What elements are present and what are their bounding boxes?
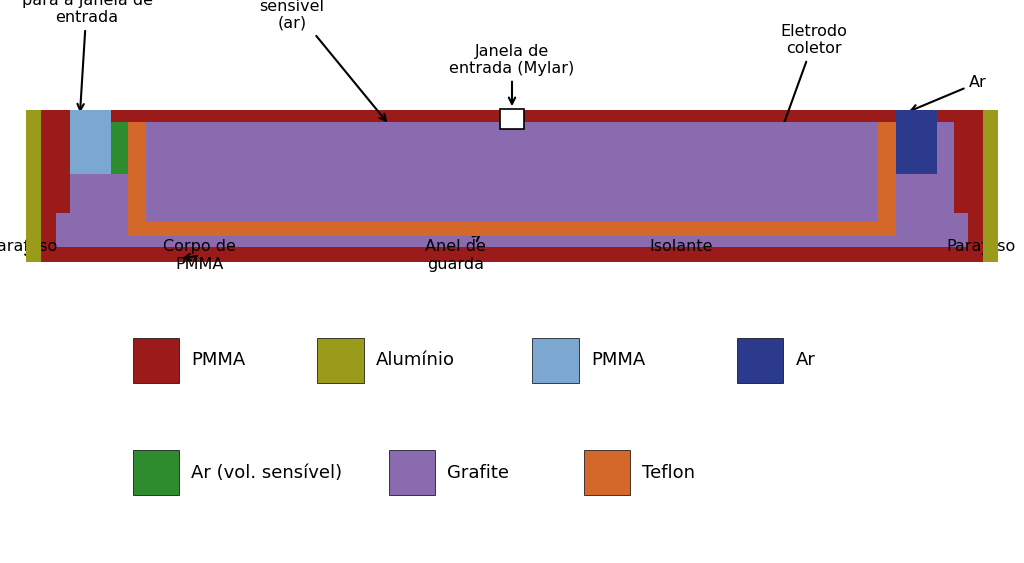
Text: Suporte de PMMA
para a janela de
entrada: Suporte de PMMA para a janela de entrada [16,0,158,110]
Bar [146,122,878,222]
Text: PMMA: PMMA [591,351,645,369]
Text: Alumínio: Alumínio [376,351,455,369]
Bar [317,338,364,383]
Bar [26,110,998,262]
Bar [133,450,179,495]
Bar [389,450,435,495]
Bar [70,122,954,247]
Bar [111,122,896,173]
Bar [133,338,179,383]
Text: Teflon: Teflon [642,464,695,482]
Text: Grafite: Grafite [447,464,510,482]
Text: PMMA: PMMA [191,351,246,369]
Text: Isolante: Isolante [649,221,713,254]
Text: Ar: Ar [911,75,987,111]
Bar [128,122,146,236]
Bar [70,110,111,173]
Text: Ar (vol. sensível): Ar (vol. sensível) [191,464,343,482]
Text: Parafuso: Parafuso [946,239,1016,257]
Text: Ar: Ar [796,351,815,369]
Bar [983,110,998,262]
Text: Eletrodo
coletor: Eletrodo coletor [749,24,848,219]
Text: Anel de
guarda: Anel de guarda [425,234,486,272]
Bar [896,110,937,173]
Bar [41,247,983,262]
Text: Parafuso: Parafuso [0,239,57,258]
Text: Corpo de
PMMA: Corpo de PMMA [163,239,237,272]
Bar [56,213,968,247]
Bar [500,109,524,129]
Bar [26,110,41,262]
Bar [584,450,630,495]
Text: Janela de
entrada (Mylar): Janela de entrada (Mylar) [450,43,574,104]
Bar [128,222,896,236]
Bar [878,122,896,236]
Bar [737,338,783,383]
Bar [532,338,579,383]
Text: Volume
sensível
(ar): Volume sensível (ar) [259,0,386,121]
